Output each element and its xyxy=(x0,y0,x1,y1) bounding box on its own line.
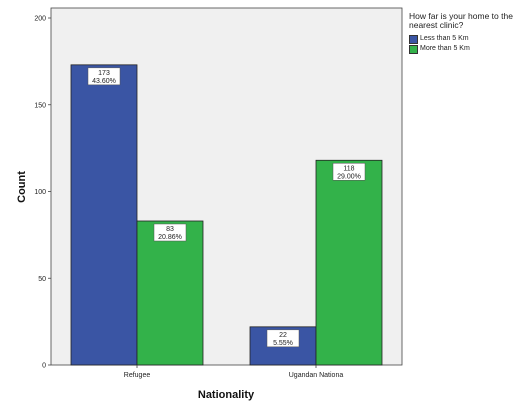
legend: How far is your home to the nearest clin… xyxy=(409,11,519,54)
data-label-count: 22 xyxy=(279,332,287,339)
data-label-count: 173 xyxy=(98,70,110,77)
legend-title: How far is your home to the nearest clin… xyxy=(409,11,513,31)
legend-swatch-green xyxy=(409,44,418,54)
data-label-box xyxy=(266,329,300,348)
data-label-box xyxy=(87,67,121,86)
x-tick-label: Refugee xyxy=(124,372,151,379)
legend-label: More than 5 Km xyxy=(420,45,470,53)
data-label-percent: 20.86% xyxy=(158,234,182,241)
legend-item-more-than-5km: More than 5 Km xyxy=(409,44,519,54)
bar xyxy=(136,220,204,366)
data-label-count: 83 xyxy=(166,226,174,233)
bars xyxy=(70,64,383,366)
y-tick-label: 100 xyxy=(34,189,46,196)
data-label-box xyxy=(153,223,187,242)
y-axis-title: Count xyxy=(16,171,28,203)
x-axis-title: Nationality xyxy=(198,389,255,401)
x-axis: Refugee Ugandan Nationa xyxy=(124,365,344,379)
x-tick-label: Ugandan Nationa xyxy=(289,372,344,379)
data-label-percent: 29.00% xyxy=(337,173,361,180)
legend-label: Less than 5 Km xyxy=(420,35,469,43)
data-label-count: 118 xyxy=(343,165,354,172)
y-tick-label: 150 xyxy=(34,102,46,109)
bar xyxy=(315,159,383,366)
data-label-percent: 5.55% xyxy=(273,340,293,347)
legend-item-less-than-5km: Less than 5 Km xyxy=(409,34,519,44)
data-label-box xyxy=(332,163,366,181)
y-tick-label: 0 xyxy=(42,363,46,370)
bar xyxy=(70,64,138,366)
y-tick-label: 200 xyxy=(34,16,46,23)
y-axis: 0 50 100 150 200 xyxy=(34,16,51,370)
data-label-percent: 43.60% xyxy=(92,78,116,85)
y-tick-label: 50 xyxy=(38,276,46,283)
legend-swatch-blue xyxy=(409,34,418,44)
